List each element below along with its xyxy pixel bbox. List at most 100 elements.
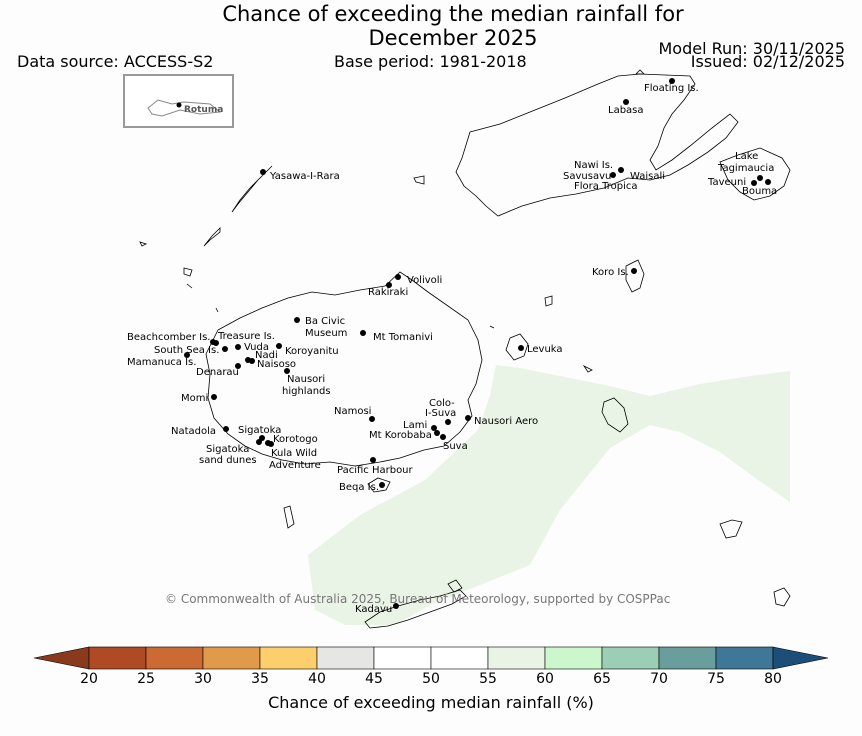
yasawa-coast (203, 165, 273, 247)
place-dot (222, 346, 228, 352)
place-pacific-harbour: Pacific Harbour (337, 465, 414, 476)
place-koro: Koro Is. (592, 267, 629, 278)
place-dot (379, 482, 385, 488)
place-savusavu: Savusavu (563, 171, 611, 182)
place-rakiraki: Rakiraki (368, 287, 408, 298)
place-dot (223, 426, 229, 432)
place-labasa: Labasa (608, 105, 644, 116)
place-sand-dunes-1: Sigatoka (206, 444, 249, 455)
data-source: Data source: ACCESS-S2 (17, 52, 214, 71)
place-southsea: South Sea Is. (154, 345, 219, 356)
place-dot (765, 179, 771, 185)
place-dot (370, 457, 376, 463)
place-nausori: Nausori (287, 374, 325, 385)
colorbar-cell (601, 646, 660, 670)
place-dot (184, 352, 190, 358)
colorbar-cell (715, 646, 774, 670)
colorbar-extend-high (772, 646, 829, 670)
place-kadavu: Kadavu (355, 604, 392, 615)
place-korotogo: Korotogo (273, 434, 318, 445)
place-levuka: Levuka (527, 344, 563, 355)
place-dot (518, 345, 524, 351)
place-koroyanitu: Koroyanitu (285, 346, 339, 357)
place-dot (235, 344, 241, 350)
place-sand-dunes-2: sand dunes (199, 455, 257, 466)
place-dot (360, 330, 366, 336)
colorbar-tick-label: 35 (251, 671, 269, 687)
colorbar-cell (202, 646, 261, 670)
place-dot (669, 78, 675, 84)
place-dot (284, 368, 290, 374)
place-dot (211, 394, 217, 400)
colorbar-cell (430, 646, 489, 670)
place-waisali: Waisali (630, 171, 665, 182)
place-mamanuca: Mamanuca Is. (127, 357, 196, 368)
beqa-coast (367, 477, 391, 493)
place-nausori-aero: Nausori Aero (474, 416, 538, 427)
place-tomanivi: Mt Tomanivi (373, 332, 433, 343)
colorbar-cell (145, 646, 204, 670)
place-denarau: Denarau (196, 367, 239, 378)
issued-date: Issued: 02/12/2025 (690, 52, 845, 71)
place-momi: Momi (181, 393, 208, 404)
vanua-levu-coast (455, 73, 739, 217)
place-volivoli: Volivoli (407, 275, 442, 286)
colorbar-tick-label: 40 (308, 671, 326, 687)
place-dot (618, 167, 624, 173)
colorbar-tick-label: 55 (479, 671, 497, 687)
place-beachcomber: Beachcomber Is. (127, 332, 210, 343)
colorbar-tick-label: 30 (194, 671, 212, 687)
place-dot (268, 441, 274, 447)
colorbar-tick-label: 70 (650, 671, 668, 687)
place-yasawa: Yasawa-I-Rara (269, 171, 340, 182)
colorbar-tick-label: 25 (137, 671, 155, 687)
place-dot (631, 268, 637, 274)
place-dot (431, 425, 437, 431)
place-dot (623, 99, 629, 105)
place-kula: Kula Wild (271, 448, 317, 459)
place-dot (260, 169, 266, 175)
place-bacivic: Ba Civic (305, 316, 345, 327)
place-dot (386, 282, 392, 288)
koro-coast (625, 259, 645, 293)
colorbar-cell (487, 646, 546, 670)
place-dot (751, 180, 757, 186)
colorbar-cell (544, 646, 603, 670)
colorbar-tick-label: 50 (422, 671, 440, 687)
place-dot (294, 317, 300, 323)
gau-coast (601, 397, 629, 433)
place-dot (434, 430, 440, 436)
viti-levu-coast (205, 271, 483, 467)
place-nawi: Nawi Is. (574, 160, 613, 171)
place-tagimaucia: Tagimaucia (717, 163, 774, 174)
place-dot (610, 172, 616, 178)
colorbar-tick-label: 20 (80, 671, 98, 687)
title-line-2: December 2025 (368, 26, 538, 50)
small-islands (139, 69, 791, 607)
place-sigatoka: Sigatoka (238, 425, 281, 436)
place-lami: Lami (403, 420, 427, 431)
colorbar-tick-label: 65 (593, 671, 611, 687)
colorbar-tick-label: 80 (764, 671, 782, 687)
forecast-shading-55-60 (308, 365, 790, 625)
colorbar-tick-label: 60 (536, 671, 554, 687)
colorbar-tick-label: 45 (365, 671, 383, 687)
place-naisoso: Naisoso (257, 359, 296, 370)
place-colo: Colo- (429, 398, 455, 409)
rotuma-inset: Rotuma (123, 74, 234, 128)
place-dot (465, 415, 471, 421)
map-title: Chance of exceeding the median rainfall … (0, 2, 862, 50)
place-lake: Lake (735, 151, 758, 162)
place-dot (235, 363, 241, 369)
colorbar-cell (373, 646, 432, 670)
colorbar-cell (88, 646, 147, 670)
colorbar-cell (316, 646, 375, 670)
place-dot (440, 434, 446, 440)
base-period: Base period: 1981-2018 (334, 52, 527, 71)
place-taveuni: Taveuni (707, 177, 746, 188)
place-treasure: Treasure Is. (217, 331, 275, 342)
colorbar-tick-label: 75 (707, 671, 725, 687)
colorbar-extend-low (33, 646, 90, 670)
place-highlands: highlands (282, 386, 331, 397)
